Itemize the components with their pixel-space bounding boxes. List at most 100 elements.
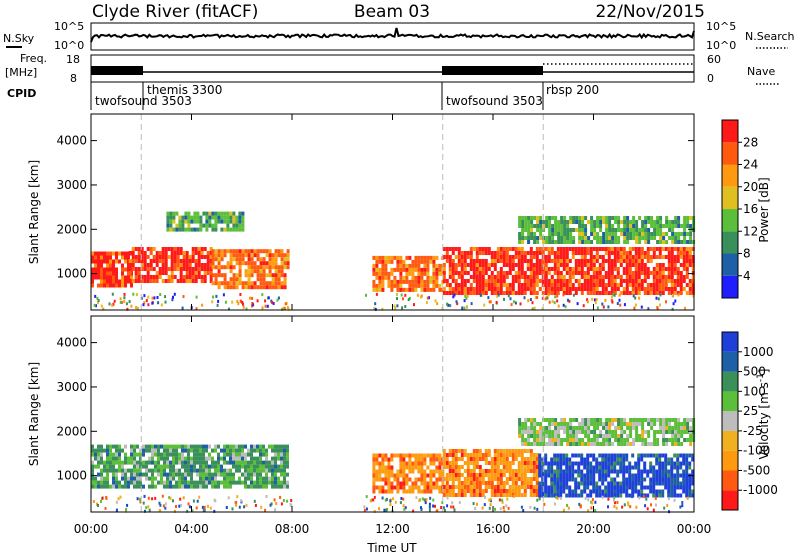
date-title: 22/Nov/2015 (595, 2, 705, 22)
velocity-colorbar-swatch-1 (722, 470, 738, 491)
velocity-unit-exp: -1 (756, 373, 766, 382)
cpid-mode-1: twofsound 3503 (95, 94, 192, 108)
x-axis-label: Time UT (366, 541, 417, 554)
nsky-panel: N.Sky 10^5 10^0 10^5 10^0 N.Search (3, 20, 795, 52)
freq-label-2: [MHz] (5, 66, 37, 79)
power-ytick-1: 2000 (56, 222, 87, 236)
x-tick-6: 00:00 (677, 522, 712, 536)
velocity-colorbar-tick-1: 500 (743, 365, 766, 379)
power-colorbar-tick-1: 24 (743, 158, 758, 172)
velocity-near-range-scatter (92, 494, 689, 514)
freq-label-1: Freq. (20, 52, 47, 65)
station-title: Clyde River (fitACF) (92, 2, 258, 22)
beam-title: Beam 03 (354, 2, 430, 22)
freq-panel: Freq. [MHz] 18 8 60 0 Nave (5, 52, 780, 85)
power-colorbar: 28 24 20 16 12 8 4 Power [dB] (721, 119, 771, 299)
cpid-mode-3: twofsound 3503 (446, 94, 543, 108)
power-heatmap (91, 211, 696, 311)
power-ytick-0: 1000 (56, 267, 87, 281)
nsearch-tick-top: 10^5 (706, 20, 736, 33)
power-near-range-scatter (93, 292, 695, 311)
x-tick-labels: 00:00 04:00 08:00 12:00 16:00 20:00 00:00 (74, 522, 712, 536)
x-tick-1: 04:00 (174, 522, 209, 536)
velocity-region-1 (372, 453, 445, 494)
power-ytick-2: 3000 (56, 178, 87, 192)
velocity-colorbar-name: Velocity (757, 412, 771, 459)
x-tick-3: 12:00 (375, 522, 410, 536)
power-region-0 (91, 251, 133, 288)
power-region-5 (166, 211, 245, 232)
velocity-colorbar-swatch-5 (722, 391, 738, 412)
velocity-colorbar-swatch-0 (722, 490, 738, 510)
velocity-region-0 (91, 444, 289, 489)
velocity-colorbar-swatch-8 (722, 332, 738, 352)
x-tick-0: 00:00 (74, 522, 109, 536)
power-region-4 (442, 247, 695, 295)
power-colorbar-swatch-6 (722, 142, 738, 165)
power-colorbar-swatch-7 (722, 120, 738, 143)
power-colorbar-swatch-1 (722, 253, 738, 276)
velocity-colorbar-swatch-3 (722, 430, 738, 451)
cpid-mode-4: rbsp 200 (546, 83, 599, 97)
power-colorbar-swatch-5 (722, 164, 738, 187)
power-colorbar-tick-2: 20 (743, 180, 758, 194)
velocity-colorbar-swatch-2 (722, 450, 738, 471)
power-colorbar-tick-0: 28 (743, 135, 758, 149)
freq-tick-top: 18 (66, 53, 80, 66)
velocity-colorbar-tick-3: 25 (743, 404, 758, 418)
velocity-ylabel: Slant Range [km] (27, 362, 41, 466)
cpid-label: CPID (7, 87, 36, 100)
velocity-colorbar-swatch-6 (722, 371, 738, 392)
nsearch-label: N.Search (745, 30, 795, 43)
power-ytick-3: 4000 (56, 134, 87, 148)
power-colorbar-swatch-4 (722, 186, 738, 210)
power-panel: 1000 2000 3000 4000 Slant Range [km] (27, 113, 696, 311)
power-region-2 (211, 249, 290, 290)
velocity-region-3 (538, 453, 695, 498)
velocity-ytick-1: 2000 (56, 424, 87, 438)
x-tick-2: 08:00 (275, 522, 310, 536)
power-colorbar-tick-5: 8 (743, 247, 751, 261)
velocity-ytick-3: 4000 (56, 336, 87, 350)
velocity-ytick-0: 1000 (56, 469, 87, 483)
nave-label: Nave (747, 65, 775, 78)
nsky-tick-bottom: 10^0 (54, 39, 84, 52)
power-colorbar-label: Power [dB] (757, 177, 771, 242)
x-tick-4: 16:00 (476, 522, 511, 536)
velocity-colorbar-swatch-4 (722, 411, 738, 431)
nave-tick-bottom: 0 (707, 72, 714, 85)
cpid-mode-2: themis 3300 (147, 83, 222, 97)
velocity-colorbar-swatch-7 (722, 351, 738, 372)
cpid-row: CPID twofsound 3503 themis 3300 twofsoun… (7, 82, 599, 110)
freq-block-1 (91, 66, 143, 75)
power-colorbar-swatch-0 (722, 275, 738, 299)
velocity-region-4 (518, 418, 696, 446)
velocity-colorbar: 1000 500 100 25 -25 -100 -500 -1000 Velocity [m… (721, 331, 778, 511)
velocity-colorbar-tick-4: -25 (743, 424, 763, 438)
velocity-colorbar-tick-7: -1000 (743, 483, 778, 497)
nsky-tick-top: 10^5 (54, 20, 84, 33)
velocity-ytick-2: 3000 (56, 380, 87, 394)
power-region-6 (518, 216, 696, 244)
freq-tick-bottom: 8 (70, 72, 77, 85)
nsky-trace (90, 27, 695, 43)
velocity-colorbar-tick-6: -500 (743, 463, 770, 477)
x-tick-5: 20:00 (576, 522, 611, 536)
power-region-1 (128, 247, 213, 283)
velocity-colorbar-tick-5: -100 (743, 444, 770, 458)
velocity-colorbar-tick-0: 1000 (743, 345, 774, 359)
velocity-region-2 (442, 449, 539, 497)
nave-tick-top: 60 (707, 53, 721, 66)
power-colorbar-swatch-3 (722, 209, 738, 232)
velocity-heatmap (91, 418, 696, 514)
velocity-panel: 1000 2000 3000 4000 Slant Range [km] (27, 315, 696, 514)
velocity-colorbar-label: Velocity [m s-1] (756, 368, 771, 459)
nsky-label: N.Sky (3, 32, 35, 45)
nsearch-tick-bottom: 10^0 (706, 39, 736, 52)
power-ylabel: Slant Range [km] (27, 160, 41, 264)
power-colorbar-tick-6: 4 (743, 269, 751, 283)
velocity-colorbar-tick-2: 100 (743, 384, 766, 398)
power-colorbar-tick-4: 12 (743, 224, 758, 238)
freq-block-2 (442, 66, 543, 75)
